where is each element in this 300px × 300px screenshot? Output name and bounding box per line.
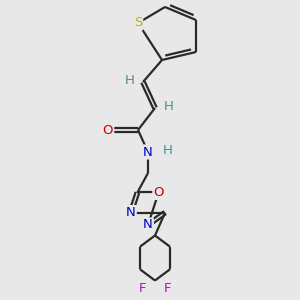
Text: N: N bbox=[143, 146, 153, 158]
Text: O: O bbox=[103, 124, 113, 136]
Text: F: F bbox=[163, 282, 171, 296]
Text: O: O bbox=[153, 186, 164, 199]
Text: H: H bbox=[163, 143, 173, 157]
Text: N: N bbox=[126, 206, 136, 219]
Text: F: F bbox=[139, 282, 147, 296]
Text: H: H bbox=[124, 74, 134, 87]
Text: S: S bbox=[134, 16, 142, 29]
Text: H: H bbox=[164, 100, 173, 113]
Text: N: N bbox=[143, 218, 153, 232]
